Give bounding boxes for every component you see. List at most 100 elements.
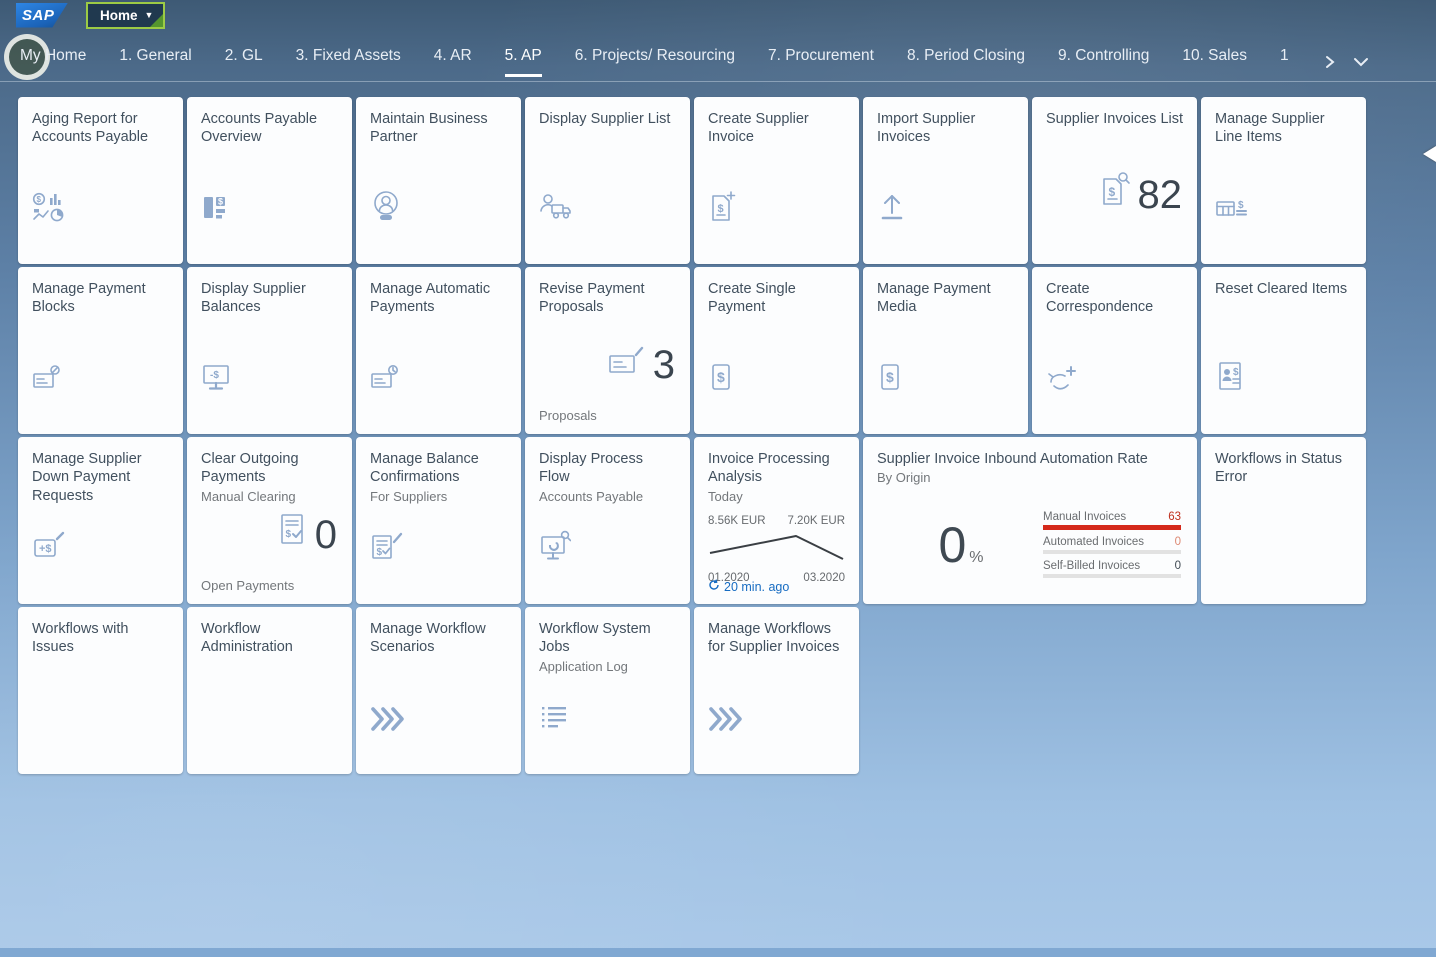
row-value: 0 (1174, 560, 1181, 572)
invoice-add-icon: $ (708, 190, 738, 222)
tab-projects-resourcing[interactable]: 6. Projects/ Resourcing (574, 47, 735, 64)
tile-create-single-payment[interactable]: Create Single Payment $ (694, 267, 859, 434)
tile-create-supplier-invoice[interactable]: Create Supplier Invoice $ (694, 97, 859, 264)
payment-clock-icon (370, 362, 402, 392)
tile-reset-cleared-items[interactable]: Reset Cleared Items $ (1201, 267, 1366, 434)
tab-general[interactable]: 1. General (119, 47, 192, 64)
tab-controlling[interactable]: 9. Controlling (1058, 47, 1150, 64)
svg-text:$: $ (285, 529, 291, 540)
tile-title: Clear Outgoing Payments (201, 451, 299, 486)
row-value: 0 (1174, 536, 1181, 548)
percent-unit: % (969, 548, 984, 566)
tile-kpi-value: 82 (1137, 173, 1183, 217)
tile-title: Create Correspondence (1046, 281, 1154, 316)
tile-title: Supplier Invoice Inbound Automation Rate (877, 451, 1148, 467)
svg-text:+$: +$ (39, 543, 52, 555)
tile-kpi-value: 3 (652, 343, 675, 387)
tile-manage-workflow-scenarios[interactable]: Manage Workflow Scenarios (356, 607, 521, 774)
correspondence-add-icon (1046, 360, 1080, 392)
tile-manage-payment-media[interactable]: Manage Payment Media $ (863, 267, 1028, 434)
tile-display-process-flow[interactable]: Display Process Flow Accounts Payable (525, 437, 690, 604)
tile-invoice-processing-analysis[interactable]: Invoice Processing Analysis Today 8.56K … (694, 437, 859, 604)
tile-display-supplier-list[interactable]: Display Supplier List (525, 97, 690, 264)
invoice-search-icon: $ (1099, 171, 1131, 212)
tile-supplier-invoices-list[interactable]: Supplier Invoices List $ 82 (1032, 97, 1197, 264)
tile-subtitle: Today (708, 488, 743, 504)
svg-text:$: $ (718, 203, 724, 215)
tile-title: Workflow System Jobs (539, 621, 651, 656)
svg-text:$: $ (218, 197, 223, 207)
tile-subtitle: Manual Clearing (201, 488, 296, 504)
tile-workflows-in-status-error[interactable]: Workflows in Status Error (1201, 437, 1366, 604)
sap-logo: SAP (16, 2, 68, 28)
tile-manage-supplier-line-items[interactable]: Manage Supplier Line Items $ (1201, 97, 1366, 264)
tile-import-supplier-invoices[interactable]: Import Supplier Invoices (863, 97, 1028, 264)
nav-separator (0, 81, 1436, 82)
tile-manage-workflows-for-supplier-invoices[interactable]: Manage Workflows for Supplier Invoices (694, 607, 859, 774)
tab-period-closing[interactable]: 8. Period Closing (906, 47, 1025, 64)
tile-manage-payment-blocks[interactable]: Manage Payment Blocks (18, 267, 183, 434)
svg-text:$: $ (377, 547, 383, 558)
tile-manage-automatic-payments[interactable]: Manage Automatic Payments (356, 267, 521, 434)
tile-title: Create Single Payment (708, 281, 796, 316)
tile-manage-supplier-down-payment-requests[interactable]: Manage Supplier Down Payment Requests +$ (18, 437, 183, 604)
tile-title: Manage Payment Media (877, 281, 991, 316)
tile-title: Manage Automatic Payments (370, 281, 491, 316)
chevrons-icon (370, 706, 406, 732)
confirmation-edit-icon: $ (370, 530, 404, 562)
tile-subtitle: By Origin (877, 470, 931, 486)
tile-subtitle: Accounts Payable (539, 488, 644, 504)
tab-ap[interactable]: 5. AP (504, 47, 542, 77)
tile-title: Manage Payment Blocks (32, 281, 146, 316)
tile-maintain-business-partner[interactable]: Maintain Business Partner (356, 97, 521, 264)
tab-my-home[interactable]: My Home (20, 47, 87, 64)
payment-edit-icon (608, 343, 646, 382)
log-list-icon (539, 704, 569, 732)
comparison-row-automated: Automated Invoices 0 (1043, 536, 1181, 554)
refresh-icon (708, 579, 720, 594)
tile-manage-balance-confirmations[interactable]: Manage Balance Confirmations For Supplie… (356, 437, 521, 604)
tile-supplier-invoice-inbound-automation-rate[interactable]: Supplier Invoice Inbound Automation Rate… (863, 437, 1197, 604)
tab-gl[interactable]: 2. GL (224, 47, 263, 64)
tab-truncated[interactable]: 1 (1279, 47, 1289, 64)
analytics-cluster-icon: $ (32, 192, 66, 222)
chart-left-value: 8.56K EUR (708, 514, 766, 527)
scroll-right-icon[interactable] (1324, 54, 1336, 70)
business-partner-icon (370, 190, 402, 222)
tab-fixed-assets[interactable]: 3. Fixed Assets (295, 47, 401, 64)
tile-workflows-with-issues[interactable]: Workflows with Issues (18, 607, 183, 774)
sap-logo-text: SAP (22, 6, 55, 24)
dollar-doc-icon: $ (877, 362, 903, 392)
home-menu-button[interactable]: Home ▼ (86, 1, 166, 29)
tab-ar[interactable]: 4. AR (433, 47, 472, 64)
tab-sales[interactable]: 10. Sales (1182, 47, 1247, 64)
tile-title: Workflows in Status Error (1215, 451, 1343, 486)
tile-workflow-administration[interactable]: Workflow Administration (187, 607, 352, 774)
top-bar: SAP Home ▼ (0, 0, 1436, 30)
tile-create-correspondence[interactable]: Create Correspondence (1032, 267, 1197, 434)
mouse-cursor (1423, 146, 1436, 162)
expand-all-icon[interactable] (1352, 56, 1370, 68)
tab-procurement[interactable]: 7. Procurement (767, 47, 874, 64)
row-value: 63 (1168, 511, 1181, 523)
refresh-link[interactable]: 20 min. ago (708, 579, 789, 594)
svg-text:$: $ (1108, 185, 1115, 199)
tile-revise-payment-proposals[interactable]: Revise Payment Proposals 3 Proposals (525, 267, 690, 434)
payment-block-icon (32, 362, 64, 392)
cleared-doc-icon: $ (1215, 360, 1245, 392)
tile-kpi-value: 0 (314, 513, 337, 557)
monitor-dollar-icon: -$ (201, 362, 233, 392)
chart-right-value: 7.20K EUR (787, 514, 845, 527)
svg-text:$: $ (717, 369, 725, 385)
chart-x-end: 03.2020 (803, 571, 845, 584)
home-menu-label: Home (100, 7, 138, 23)
bar-grey (1043, 574, 1181, 578)
row-label: Automated Invoices (1043, 536, 1145, 548)
comparison-row-self-billed: Self-Billed Invoices 0 (1043, 560, 1181, 578)
tile-workflow-system-jobs[interactable]: Workflow System Jobs Application Log (525, 607, 690, 774)
tile-clear-outgoing-payments[interactable]: Clear Outgoing Payments Manual Clearing … (187, 437, 352, 604)
tile-aging-report-accounts-payable[interactable]: Aging Report for Accounts Payable $ (18, 97, 183, 264)
tile-accounts-payable-overview[interactable]: Accounts Payable Overview $ (187, 97, 352, 264)
tile-display-supplier-balances[interactable]: Display Supplier Balances -$ (187, 267, 352, 434)
tile-title: Display Supplier List (539, 111, 671, 127)
